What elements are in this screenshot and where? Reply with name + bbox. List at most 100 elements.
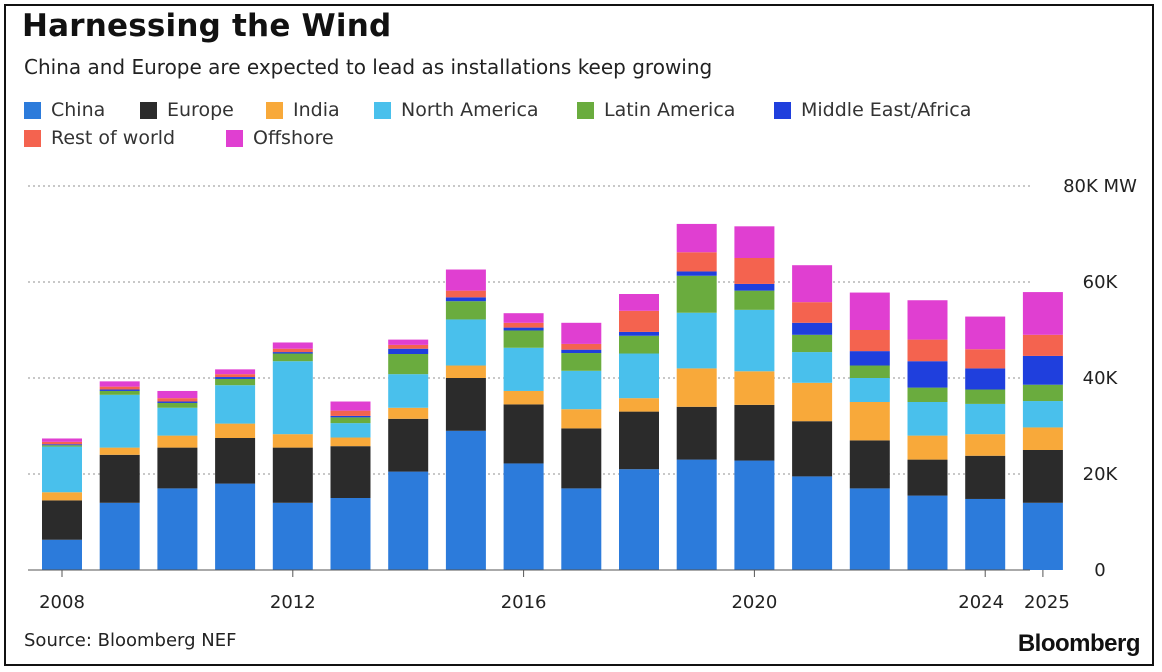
bar-segment-middle-east-africa-2022 bbox=[849, 351, 890, 366]
bar-segment-china-2014 bbox=[388, 471, 429, 570]
bar-segment-offshore-2009 bbox=[99, 381, 140, 387]
legend-item-offshore: Offshore bbox=[226, 126, 334, 150]
x-tick-label-2024: 2024 bbox=[958, 592, 1004, 613]
bar-segment-rest-of-world-2014 bbox=[388, 344, 429, 349]
bar-segment-europe-2010 bbox=[157, 447, 198, 489]
bar-segment-offshore-2018 bbox=[619, 294, 659, 311]
bar-segment-latin-america-2016 bbox=[503, 330, 544, 348]
bar-segment-latin-america-2024 bbox=[965, 389, 1006, 404]
bar-segment-middle-east-africa-2019 bbox=[676, 271, 717, 276]
bar-segment-middle-east-africa-2014 bbox=[388, 348, 429, 354]
bar-segment-india-2016 bbox=[503, 390, 544, 405]
bar-segment-india-2021 bbox=[792, 382, 833, 422]
bar-segment-offshore-2023 bbox=[907, 300, 948, 340]
bar-segment-india-2008 bbox=[42, 492, 82, 501]
bar-segment-north-america-2021 bbox=[792, 352, 833, 383]
bar-segment-europe-2018 bbox=[619, 411, 659, 470]
bar-segment-china-2009 bbox=[99, 502, 140, 570]
bar-segment-middle-east-africa-2025 bbox=[1022, 355, 1063, 385]
legend-swatch-rest-of-world bbox=[24, 129, 41, 147]
bar-segment-europe-2019 bbox=[676, 406, 717, 460]
legend-swatch-middle-east-africa bbox=[774, 101, 791, 119]
legend-swatch-offshore bbox=[226, 129, 243, 147]
x-tick-label-2016: 2016 bbox=[501, 592, 547, 613]
legend-swatch-china bbox=[24, 101, 41, 119]
bar-segment-rest-of-world-2022 bbox=[849, 330, 890, 352]
bar-segment-china-2020 bbox=[734, 460, 775, 570]
bar-segment-offshore-2014 bbox=[388, 339, 429, 345]
x-tick-label-2025: 2025 bbox=[1024, 592, 1070, 613]
bar-segment-latin-america-2023 bbox=[907, 387, 948, 402]
bar-segment-middle-east-africa-2023 bbox=[907, 361, 948, 388]
bar-segment-latin-america-2022 bbox=[849, 365, 890, 378]
bar-segment-middle-east-africa-2008 bbox=[42, 444, 82, 446]
bar-segment-china-2021 bbox=[792, 476, 833, 570]
bar-segment-europe-2009 bbox=[99, 454, 140, 503]
bar-segment-rest-of-world-2018 bbox=[619, 310, 659, 332]
bar-segment-india-2020 bbox=[734, 371, 775, 405]
bar-segment-rest-of-world-2016 bbox=[503, 322, 544, 328]
legend-swatch-north-america bbox=[374, 101, 391, 119]
legend-item-latin-america: Latin America bbox=[577, 98, 735, 122]
bar-segment-offshore-2015 bbox=[445, 269, 486, 291]
bar-segment-rest-of-world-2013 bbox=[330, 410, 371, 416]
y-tick-label-60k: 60K bbox=[1083, 272, 1119, 293]
bar-segment-rest-of-world-2023 bbox=[907, 339, 948, 362]
bar-segment-offshore-2008 bbox=[42, 438, 82, 442]
legend-label-europe: Europe bbox=[167, 99, 234, 121]
bar-segment-india-2022 bbox=[849, 402, 890, 441]
bar-segment-china-2025 bbox=[1022, 502, 1063, 570]
bar-segment-europe-2014 bbox=[388, 418, 429, 472]
y-tick-label-40k: 40K bbox=[1083, 368, 1119, 389]
legend-label-north-america: North America bbox=[401, 99, 539, 121]
legend-swatch-latin-america bbox=[577, 101, 594, 119]
bar-segment-europe-2024 bbox=[965, 455, 1006, 499]
bar-segment-europe-2016 bbox=[503, 404, 544, 464]
bar-segment-india-2012 bbox=[272, 434, 313, 448]
bar-segment-china-2016 bbox=[503, 463, 544, 570]
source-note: Source: Bloomberg NEF bbox=[24, 630, 237, 651]
bar-segment-offshore-2025 bbox=[1022, 292, 1063, 335]
bar-segment-rest-of-world-2015 bbox=[445, 290, 486, 298]
bar-segment-north-america-2020 bbox=[734, 309, 775, 372]
legend-item-rest-of-world: Rest of world bbox=[24, 126, 175, 150]
bar-segment-offshore-2012 bbox=[272, 342, 313, 349]
bar-segment-europe-2011 bbox=[215, 438, 256, 484]
bar-segment-offshore-2016 bbox=[503, 313, 544, 323]
bar-segment-europe-2022 bbox=[849, 440, 890, 489]
bar-segment-rest-of-world-2020 bbox=[734, 258, 775, 284]
bar-segment-north-america-2025 bbox=[1022, 401, 1063, 428]
bar-segment-latin-america-2019 bbox=[676, 275, 717, 313]
legend-label-india: India bbox=[293, 99, 340, 121]
bar-segment-latin-america-2011 bbox=[215, 378, 256, 386]
bar-segment-rest-of-world-2011 bbox=[215, 374, 256, 378]
bar-segment-europe-2025 bbox=[1022, 450, 1063, 503]
bar-segment-latin-america-2008 bbox=[42, 445, 82, 447]
legend-label-middle-east-africa: Middle East/Africa bbox=[801, 99, 972, 121]
bar-segment-latin-america-2020 bbox=[734, 290, 775, 310]
legend-item-middle-east-africa: Middle East/Africa bbox=[774, 98, 971, 122]
y-tick-label-0: 0 bbox=[1094, 560, 1105, 581]
bar-segment-europe-2015 bbox=[445, 378, 486, 431]
bar-segment-china-2015 bbox=[445, 430, 486, 570]
bar-segment-india-2018 bbox=[619, 398, 659, 412]
bar-segment-middle-east-africa-2024 bbox=[965, 368, 1006, 390]
bar-segment-offshore-2019 bbox=[676, 223, 717, 253]
bar-segment-offshore-2020 bbox=[734, 226, 775, 258]
bar-segment-europe-2012 bbox=[272, 447, 313, 503]
bar-segment-offshore-2024 bbox=[965, 316, 1006, 350]
legend-item-europe: Europe bbox=[140, 98, 234, 122]
bar-segment-india-2017 bbox=[561, 409, 602, 429]
bar-segment-india-2013 bbox=[330, 437, 371, 447]
bar-segment-india-2024 bbox=[965, 434, 1006, 456]
bar-segment-china-2012 bbox=[272, 502, 313, 570]
bar-segment-europe-2017 bbox=[561, 428, 602, 489]
bar-segment-rest-of-world-2010 bbox=[157, 398, 198, 402]
bar-segment-india-2019 bbox=[676, 368, 717, 407]
bar-segment-offshore-2022 bbox=[849, 292, 890, 330]
bar-segment-china-2008 bbox=[42, 539, 82, 570]
bar-segment-north-america-2013 bbox=[330, 423, 371, 438]
bar-segment-middle-east-africa-2020 bbox=[734, 283, 775, 291]
bar-segment-india-2014 bbox=[388, 407, 429, 419]
